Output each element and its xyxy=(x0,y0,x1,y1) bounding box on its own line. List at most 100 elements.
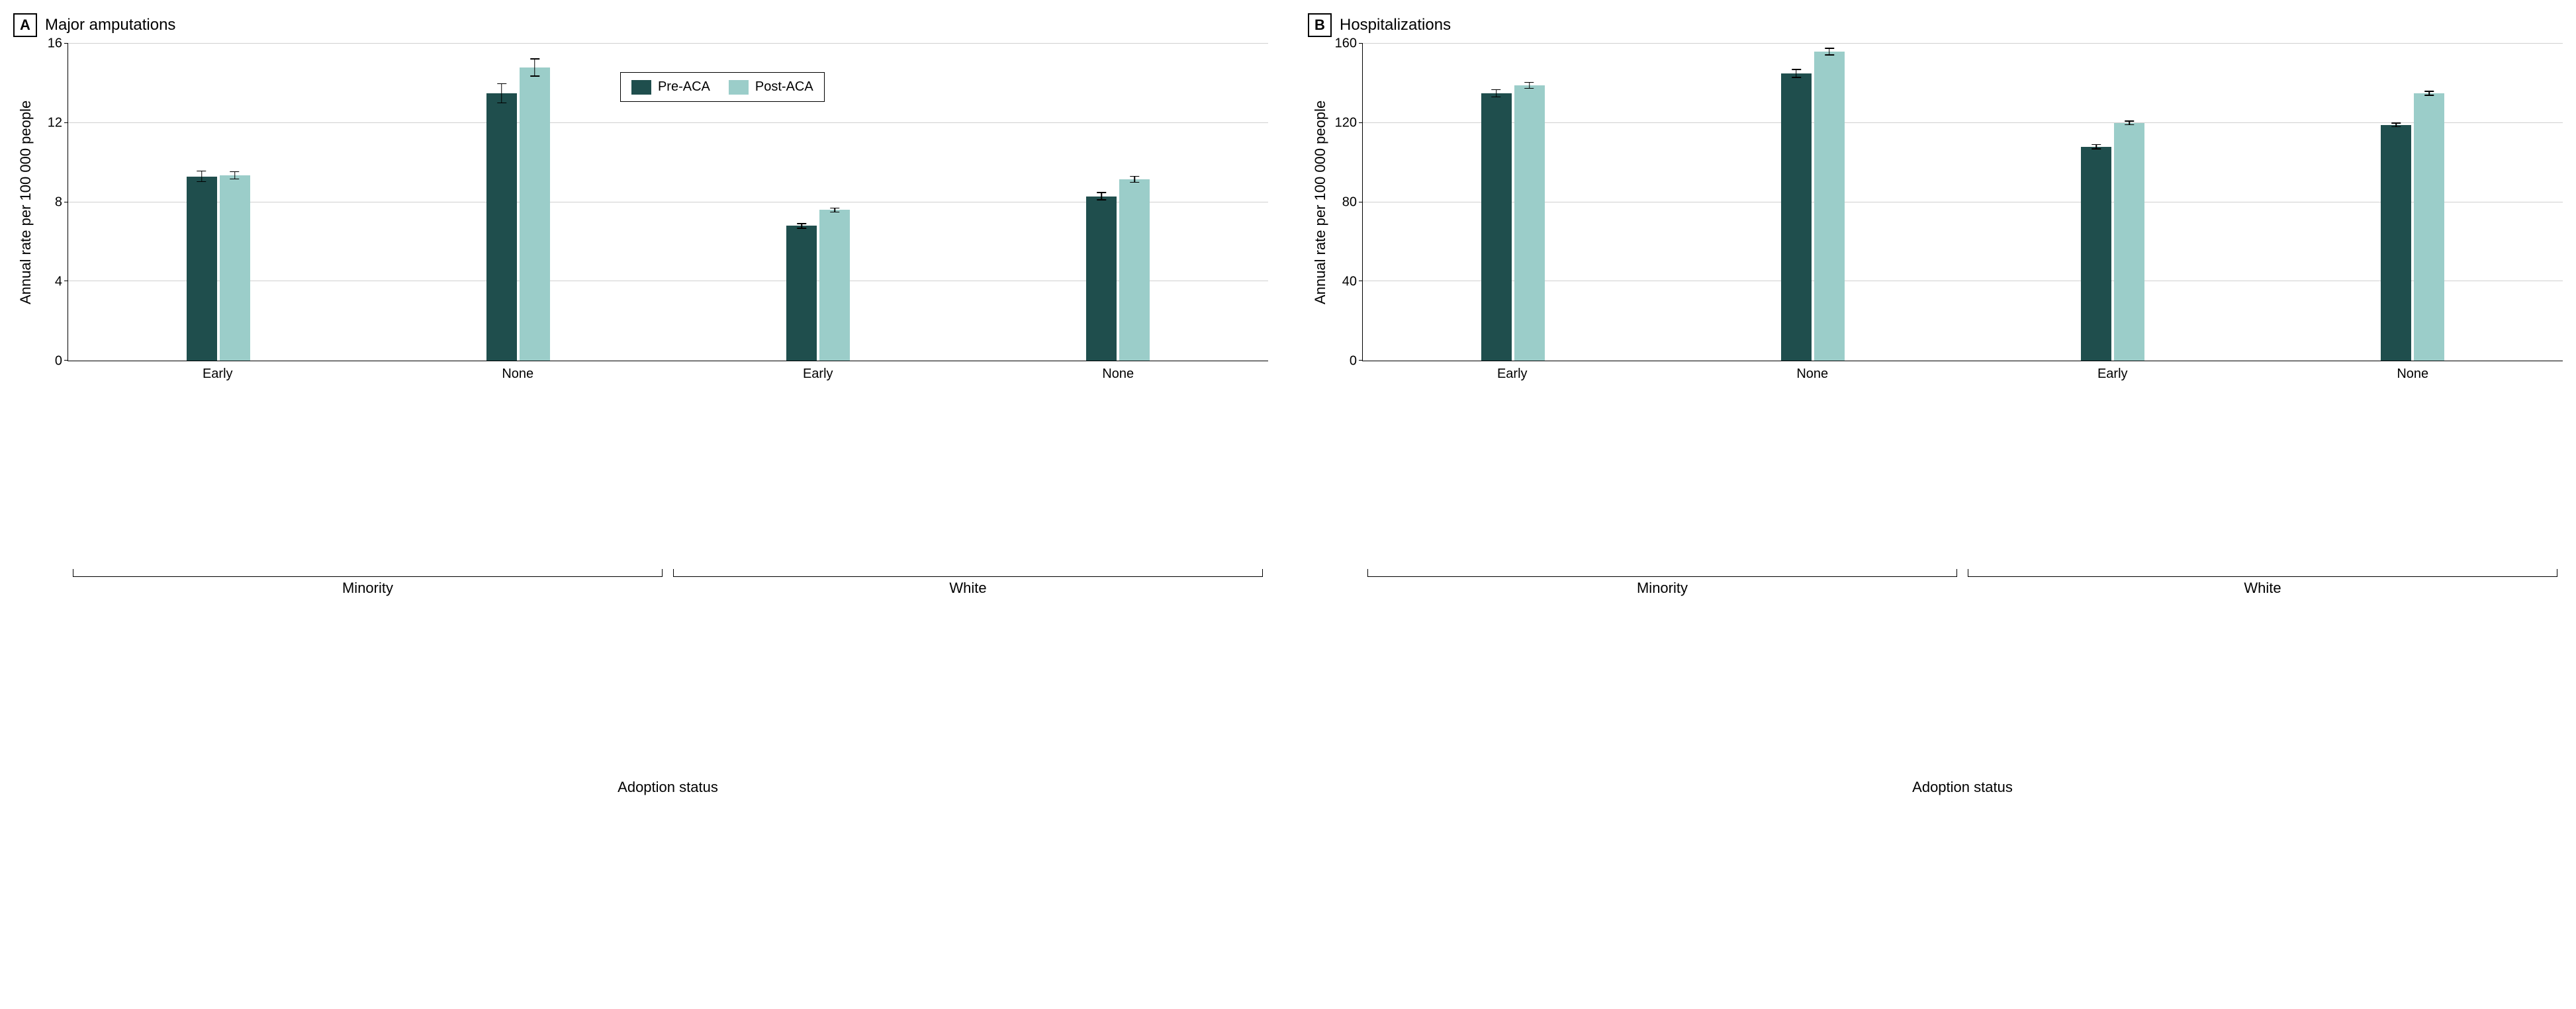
bar-pre xyxy=(486,93,517,361)
bar-group xyxy=(968,44,1268,361)
panel-letter: B xyxy=(1308,13,1332,37)
error-bar xyxy=(2396,122,2397,127)
x-tick-label: None xyxy=(968,361,1269,565)
bar-group xyxy=(1963,44,2263,361)
panel-title: Major amputations xyxy=(45,16,175,34)
error-bar xyxy=(834,208,835,212)
error-bar xyxy=(1829,48,1830,56)
x-tick-label: None xyxy=(2263,361,2563,565)
legend: Pre-ACA Post-ACA xyxy=(620,72,825,102)
bar-pre xyxy=(2081,147,2111,361)
panel-title: Hospitalizations xyxy=(1340,16,1451,34)
y-tick-label: 0 xyxy=(29,354,62,369)
legend-label: Post-ACA xyxy=(755,79,813,95)
x-row: Annual rate per 100 000 peopleEarlyNoneE… xyxy=(1308,361,2563,565)
panel-letter: A xyxy=(13,13,37,37)
x-row: Annual rate per 100 000 peopleEarlyNoneE… xyxy=(13,361,1268,565)
supergroup-row: Annual rate per 100 000 peopleMinorityWh… xyxy=(13,565,1268,769)
bar-group xyxy=(68,44,368,361)
y-tick-label: 0 xyxy=(1324,354,1357,369)
supergroup-label: Minority xyxy=(68,565,668,769)
bar-post xyxy=(1514,85,1545,361)
x-tick-label: Early xyxy=(1362,361,1663,565)
bar-pre xyxy=(2381,125,2411,361)
bar-group xyxy=(1663,44,1962,361)
bar-post xyxy=(819,210,850,361)
supergroup-row: Annual rate per 100 000 peopleMinorityWh… xyxy=(1308,565,2563,769)
x-title-row: Annual rate per 100 000 peopleAdoption s… xyxy=(13,769,1268,973)
y-tick-label: 8 xyxy=(29,195,62,210)
supergroup-label: Minority xyxy=(1362,565,1962,769)
plot-area xyxy=(1362,44,2563,361)
chart-container: 0481216 Pre-ACA Post-ACA xyxy=(34,44,1268,361)
legend-swatch xyxy=(729,80,749,95)
panel-b: B Hospitalizations Annual rate per 100 000… xyxy=(1308,13,2563,973)
x-tick-label: None xyxy=(1663,361,1963,565)
bar-pre xyxy=(1086,197,1117,361)
bar-group xyxy=(1363,44,1663,361)
supergroup-text: Minority xyxy=(342,580,393,596)
y-tick-label: 120 xyxy=(1324,116,1357,131)
x-tick-label: Early xyxy=(1962,361,2263,565)
error-bar xyxy=(201,171,203,182)
error-bar xyxy=(501,83,502,103)
supergroup-text: Minority xyxy=(1637,580,1688,596)
supergroup-text: White xyxy=(949,580,986,596)
x-title-row: Annual rate per 100 000 peopleAdoption s… xyxy=(1308,769,2563,973)
supergroup-label: White xyxy=(1962,565,2563,769)
bar-post xyxy=(2114,123,2144,361)
bar-pre xyxy=(1481,93,1512,361)
chart-wrap: Annual rate per 100 000 people0408012016… xyxy=(1308,44,2563,361)
y-ticks: 04080120160 xyxy=(1329,44,1362,361)
supergroup-bracket xyxy=(73,569,663,577)
bar-post xyxy=(2414,93,2444,361)
bar-pre xyxy=(187,177,217,361)
supergroup-label: White xyxy=(668,565,1268,769)
x-axis-title: Adoption status xyxy=(68,779,1268,973)
bar-post xyxy=(520,67,550,361)
x-tick-label: Early xyxy=(68,361,368,565)
plot-area: Pre-ACA Post-ACA xyxy=(68,44,1268,361)
panel-header: A Major amputations xyxy=(13,13,1268,37)
supergroup-bracket xyxy=(673,569,1263,577)
panel-a: A Major amputations Annual rate per 100 00… xyxy=(13,13,1268,973)
error-bar xyxy=(2129,120,2130,125)
bar-pre xyxy=(1781,73,1812,361)
legend-item-pre: Pre-ACA xyxy=(631,79,710,95)
supergroup-text: White xyxy=(2244,580,2281,596)
error-bar xyxy=(1101,192,1103,200)
x-tick-label: None xyxy=(368,361,668,565)
error-bar xyxy=(1529,82,1530,89)
y-tick-label: 16 xyxy=(29,36,62,52)
y-tick-label: 160 xyxy=(1324,36,1357,52)
legend-item-post: Post-ACA xyxy=(729,79,813,95)
y-tick-label: 12 xyxy=(29,116,62,131)
x-axis-title: Adoption status xyxy=(1362,779,2563,973)
bar-group xyxy=(2263,44,2563,361)
chart-wrap: Annual rate per 100 000 people0481216Pre… xyxy=(13,44,1268,361)
bars-row xyxy=(1363,44,2563,361)
legend-label: Pre-ACA xyxy=(658,79,710,95)
error-bar xyxy=(234,171,236,179)
error-bar xyxy=(1796,69,1797,78)
error-bar xyxy=(2095,144,2097,150)
legend-swatch xyxy=(631,80,651,95)
error-bar xyxy=(1496,89,1497,98)
figure-root: A Major amputations Annual rate per 100 00… xyxy=(13,13,2563,973)
chart-container: 04080120160 xyxy=(1329,44,2563,361)
error-bar xyxy=(534,58,535,77)
y-ticks: 0481216 xyxy=(34,44,68,361)
error-bar xyxy=(2429,91,2430,96)
error-bar xyxy=(1134,176,1136,183)
x-tick-label: Early xyxy=(668,361,968,565)
y-tick-label: 80 xyxy=(1324,195,1357,210)
supergroup-bracket xyxy=(1968,569,2557,577)
error-bar xyxy=(801,223,802,229)
bar-pre xyxy=(786,226,817,361)
supergroup-bracket xyxy=(1367,569,1957,577)
panel-header: B Hospitalizations xyxy=(1308,13,2563,37)
y-tick-label: 4 xyxy=(29,275,62,290)
bar-post xyxy=(1814,52,1845,361)
bar-post xyxy=(1119,179,1150,361)
bar-post xyxy=(220,175,250,361)
